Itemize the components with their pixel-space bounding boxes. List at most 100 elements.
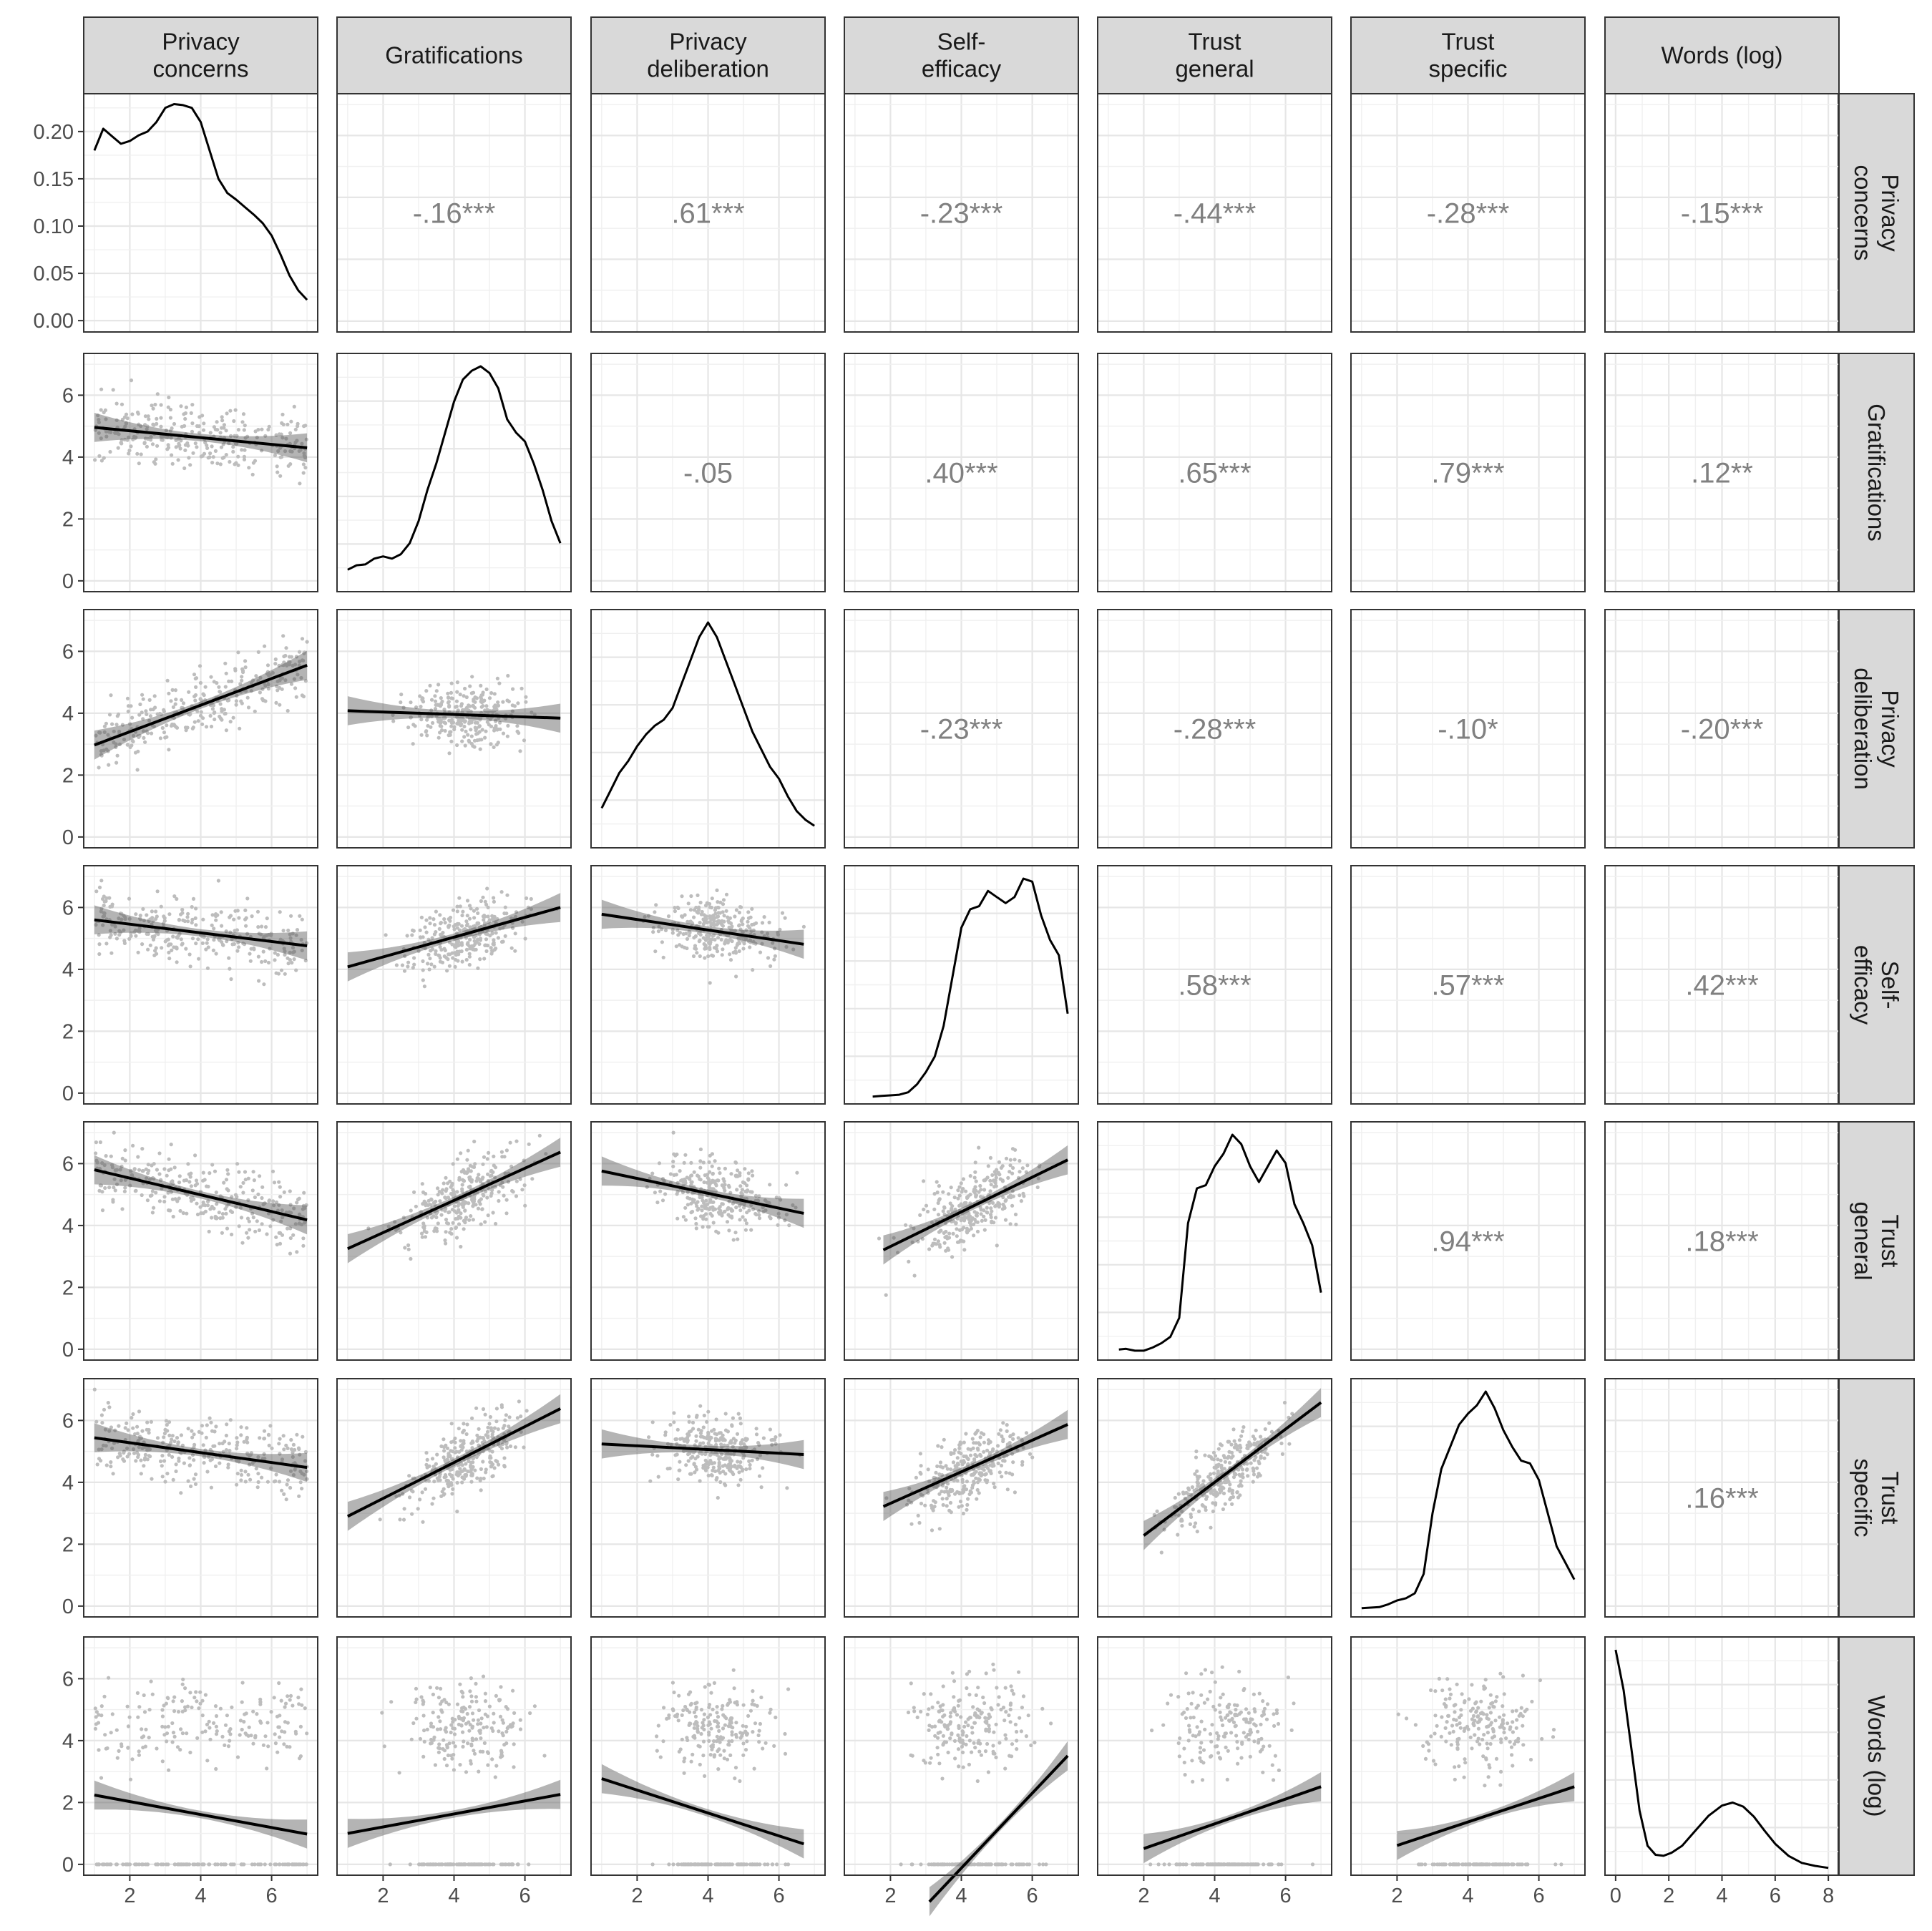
scatter-point — [268, 1224, 273, 1228]
scatter-point — [689, 1201, 693, 1206]
scatter-point — [696, 893, 700, 897]
scatter-point — [120, 1207, 125, 1211]
column-strip — [1097, 16, 1332, 94]
scatter-point — [426, 715, 430, 719]
scatter-point — [706, 954, 711, 959]
scatter-point — [728, 958, 733, 962]
scatter-point — [203, 1455, 207, 1459]
regression-line — [94, 426, 308, 449]
scatter-point — [244, 916, 248, 920]
scatter-point — [1011, 1165, 1015, 1170]
scatter-point — [196, 719, 200, 723]
scatter-point — [411, 742, 415, 746]
scatter-point — [511, 926, 515, 930]
scatter-point — [123, 915, 127, 919]
scatter-point — [96, 414, 100, 418]
scatter-point — [99, 909, 103, 914]
scatter-point — [501, 700, 505, 704]
scatter-point — [167, 395, 171, 400]
scatter-point — [482, 957, 487, 961]
scatter-point — [489, 1428, 494, 1432]
scatter-point — [454, 931, 459, 936]
scatter-point — [703, 1173, 707, 1178]
scatter-point — [978, 1183, 982, 1188]
scatter-point — [284, 1497, 288, 1502]
row-strip-label: Trust — [1877, 1472, 1903, 1525]
scatter-point — [1016, 1175, 1021, 1180]
scatter-point — [945, 1497, 949, 1501]
y-tick-label: 2 — [62, 1533, 74, 1556]
scatter-point — [947, 1231, 952, 1236]
scatter-point — [884, 1293, 888, 1297]
scatter-point — [224, 929, 228, 934]
scatter-point — [99, 749, 104, 753]
scatter-point — [439, 947, 444, 952]
scatter-point — [193, 698, 197, 703]
scatter-point — [694, 1221, 698, 1226]
scatter-point — [904, 1223, 908, 1227]
scatter-point — [723, 1482, 727, 1486]
scatter-point — [496, 1427, 500, 1432]
scatter-point — [470, 944, 474, 948]
scatter-point — [152, 460, 156, 464]
scatter-point — [670, 927, 675, 932]
scatter-point — [687, 929, 691, 934]
scatter-point — [444, 1230, 448, 1234]
scatter-point — [299, 675, 303, 680]
scatter-point — [467, 944, 472, 948]
scatter-point — [298, 1480, 303, 1485]
scatter-point — [195, 1182, 200, 1186]
scatter-point — [199, 710, 203, 714]
scatter-point — [1014, 1222, 1018, 1227]
scatter-point — [990, 1219, 994, 1223]
scatter-point — [222, 423, 226, 427]
scatter-point — [215, 461, 220, 466]
scatter-point — [167, 1452, 171, 1457]
scatter-point — [453, 943, 457, 947]
scatter-point — [693, 1457, 698, 1461]
scatter-point — [215, 1202, 219, 1206]
scatter-point — [975, 1429, 980, 1433]
scatter-point — [468, 684, 472, 688]
scatter-point — [200, 1431, 204, 1435]
scatter-points — [366, 1133, 548, 1261]
scatter-point — [950, 1255, 955, 1259]
scatter-point — [980, 1218, 984, 1223]
scatter-point — [239, 1472, 244, 1477]
scatter-point — [218, 690, 222, 694]
scatter-point — [471, 924, 475, 929]
scatter-point — [750, 1169, 754, 1173]
scatter-point — [990, 1173, 995, 1177]
scatter-point — [107, 1405, 112, 1409]
scatter-point — [231, 715, 235, 720]
scatter-point — [1019, 1199, 1023, 1203]
scatter-point — [687, 1419, 691, 1424]
scatter-point — [262, 934, 266, 939]
scatter-point — [481, 1162, 485, 1166]
scatter-point — [289, 1211, 293, 1215]
scatter-point — [983, 1478, 987, 1482]
scatter-point — [728, 1191, 733, 1195]
scatter-point — [956, 1188, 960, 1193]
scatter-point — [210, 444, 214, 449]
scatter-point — [418, 928, 422, 932]
scatter-point — [931, 1506, 935, 1510]
scatter-point — [210, 1163, 215, 1167]
scatter-point — [457, 940, 461, 944]
scatter-point — [210, 707, 215, 711]
scatter-point — [281, 634, 286, 638]
scatter-point — [959, 1181, 963, 1186]
scatter-point — [702, 1413, 706, 1418]
scatter-point — [791, 1203, 795, 1208]
scatter-point — [134, 1459, 138, 1463]
scatter-point — [146, 436, 150, 441]
scatter-point — [498, 720, 502, 725]
scatter-point — [205, 446, 210, 451]
scatter-point — [492, 1426, 497, 1430]
scatter-point — [280, 1216, 285, 1220]
scatter-point — [235, 1447, 239, 1451]
scatter-point — [131, 1412, 135, 1417]
scatter-point — [221, 442, 225, 446]
scatter-point — [172, 1165, 177, 1170]
scatter-points — [92, 1387, 309, 1502]
